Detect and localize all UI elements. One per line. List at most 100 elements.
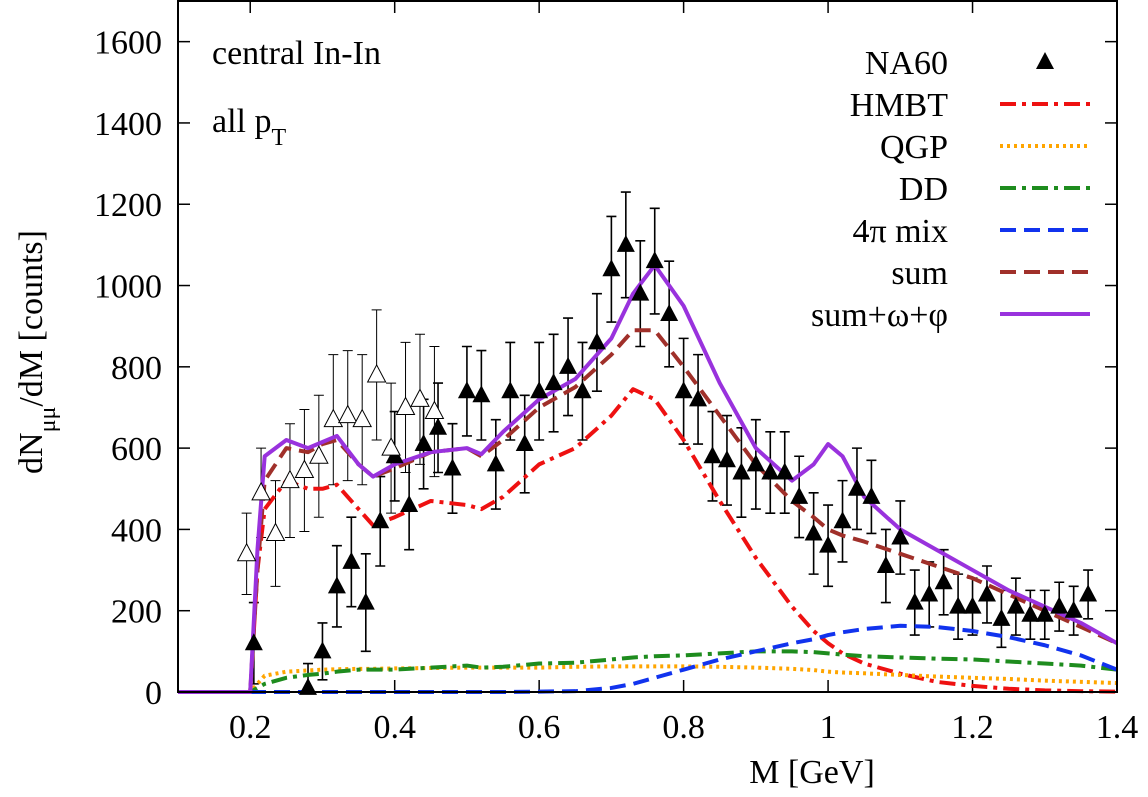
legend-label: 4π mix <box>852 213 948 250</box>
data-point <box>1064 600 1083 618</box>
data-point <box>602 259 621 277</box>
data-point <box>949 596 968 614</box>
data-point <box>660 303 679 321</box>
x-tick-label: 0.6 <box>518 709 561 746</box>
line <box>178 649 1118 694</box>
data-point <box>746 454 765 472</box>
data-point <box>1079 584 1098 602</box>
y-tick-label: 800 <box>111 350 162 387</box>
data-point <box>674 381 693 399</box>
x-tick-label: 0.4 <box>373 709 416 746</box>
data-point <box>299 677 318 695</box>
data-point <box>1021 604 1040 622</box>
data-point <box>790 486 809 504</box>
data-point <box>559 356 578 374</box>
x-tick-label: 1 <box>820 709 837 746</box>
data-point <box>443 458 462 476</box>
data-point <box>732 462 751 480</box>
data-point <box>371 511 390 529</box>
legend-label: sum+ω+φ <box>811 297 948 334</box>
data-point <box>313 641 332 659</box>
data-point <box>1006 596 1025 614</box>
data-point <box>472 385 491 403</box>
data-point <box>244 633 263 651</box>
data-point <box>251 481 271 501</box>
x-tick-label: 0.8 <box>662 709 705 746</box>
data-point <box>977 584 996 602</box>
data-point <box>804 523 823 541</box>
x-tick-label: 1.4 <box>1096 709 1139 746</box>
data-point <box>337 404 358 424</box>
y-tick-label: 400 <box>111 512 162 549</box>
data-point <box>342 551 361 569</box>
data-point <box>236 542 257 562</box>
legend-marker <box>1036 52 1054 69</box>
data-point <box>703 446 722 464</box>
data-point <box>395 396 416 415</box>
legend-label: NA60 <box>865 45 948 82</box>
data-point <box>963 596 982 614</box>
data-point <box>544 373 563 391</box>
data-point <box>352 408 373 428</box>
data-point <box>429 417 448 435</box>
data-point <box>457 381 476 399</box>
data-point <box>366 363 387 383</box>
legend-label: DD <box>899 171 948 208</box>
legend-label: HMBT <box>850 87 948 124</box>
data-point <box>356 592 375 610</box>
legend-label: QGP <box>880 129 948 166</box>
y-tick-label: 200 <box>111 594 162 631</box>
data-point <box>486 454 505 472</box>
line <box>178 664 1118 694</box>
plot-frame <box>177 0 1118 693</box>
data-point <box>717 450 736 468</box>
data-point <box>645 251 664 269</box>
y-axis-label: dNμμ/dM [counts] <box>13 230 61 474</box>
y-tick-label: 1400 <box>94 106 162 143</box>
data-point <box>819 535 838 553</box>
line <box>178 387 1118 694</box>
y-label-main: dN <box>13 432 50 474</box>
data-point <box>992 608 1011 626</box>
x-tick-label: 1.2 <box>951 709 994 746</box>
data-point <box>934 572 953 590</box>
data-point <box>587 332 606 350</box>
data-point <box>616 234 635 252</box>
data-point <box>689 389 708 407</box>
line <box>178 263 1118 694</box>
data-point <box>920 584 939 602</box>
data-point <box>424 400 445 420</box>
data-point <box>761 462 780 480</box>
data-point <box>309 445 329 464</box>
y-tick-label: 1000 <box>94 269 162 306</box>
annotation-main: all p <box>212 103 271 140</box>
legend-label: sum <box>891 255 948 292</box>
y-tick-label: 1200 <box>94 187 162 224</box>
line <box>178 328 1118 694</box>
data-point <box>876 555 895 573</box>
annotation-sub: T <box>271 125 286 151</box>
data-point <box>1035 604 1054 622</box>
data-point <box>1050 596 1069 614</box>
y-tick-label: 600 <box>111 431 162 468</box>
data-point <box>862 486 881 504</box>
data-point <box>294 459 315 478</box>
y-label-rest: /dM [counts] <box>13 230 50 407</box>
data-point <box>530 381 549 399</box>
data-point <box>573 381 592 399</box>
data-point <box>515 434 534 452</box>
annotation: all pT <box>212 103 286 151</box>
data-point <box>323 408 344 428</box>
data-point <box>410 388 430 407</box>
x-tick-label: 0.2 <box>229 709 272 746</box>
data-point <box>414 434 433 452</box>
data-point <box>400 495 419 513</box>
x-axis-label: M [GeV] <box>749 754 875 791</box>
data-point <box>381 437 401 456</box>
data-point <box>833 511 852 529</box>
data-point <box>775 462 794 480</box>
y-tick-label: 1600 <box>94 25 162 62</box>
data-point <box>280 469 300 489</box>
